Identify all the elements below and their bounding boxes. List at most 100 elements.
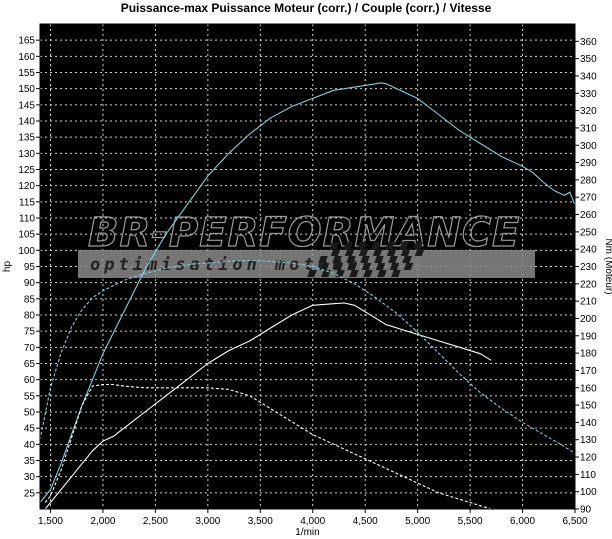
y-tick-label-left: 130 (18, 149, 35, 160)
y-tick-label-right: 190 (580, 331, 597, 342)
x-tick-label: 6,000 (510, 516, 535, 527)
y-axis-title-right: Nm (Moteur) (603, 238, 612, 294)
checkered-flag-square (386, 249, 397, 256)
y-tick-label-right: 230 (580, 262, 597, 273)
y-tick-label-right: 100 (580, 487, 597, 498)
checkered-flag-square (363, 270, 373, 277)
checkered-flag-square (349, 270, 359, 277)
watermark-tagline: optimisation moteur (90, 255, 360, 275)
y-tick-label-left: 65 (24, 359, 36, 370)
y-tick-label-right: 220 (580, 279, 597, 290)
y-axis-ticks-right: 90 100 110 120 130 140 150 160 170 180 190 200 210 22… (575, 37, 597, 516)
y-tick-label-left: 155 (18, 68, 35, 79)
y-tick-label-right: 270 (580, 193, 597, 204)
checkered-flag-square (374, 256, 384, 263)
checkered-flag-square (413, 242, 423, 249)
checkered-flag-square (358, 249, 369, 256)
y-tick-label-left: 90 (24, 278, 36, 289)
y-tick-label-left: 25 (24, 488, 36, 499)
checkered-flag-square (371, 242, 381, 249)
checkered-flag-square (344, 249, 355, 256)
y-tick-label-left: 45 (24, 424, 36, 435)
y-tick-label-left: 135 (18, 133, 35, 144)
checkered-flag-square (332, 256, 342, 263)
y-tick-label-right: 280 (580, 175, 597, 186)
y-tick-label-left: 60 (24, 375, 36, 386)
checkered-flag-square (346, 256, 356, 263)
y-tick-label-left: 145 (18, 100, 35, 111)
checkered-flag-square (361, 263, 372, 270)
x-tick-label: 4,500 (353, 516, 378, 527)
x-tick-label: 4,000 (300, 516, 325, 527)
checkered-flag-square (403, 263, 414, 270)
y-axis-title-left: hp (2, 261, 13, 273)
checkered-flag-square (385, 242, 395, 249)
checkered-flag-square (372, 249, 383, 256)
y-tick-label-left: 85 (24, 294, 36, 305)
y-tick-label-left: 35 (24, 456, 36, 467)
series-layer (39, 82, 576, 510)
checkered-flag-square (399, 242, 409, 249)
y-tick-label-left: 75 (24, 327, 36, 338)
checkered-flag-square (402, 256, 412, 263)
y-tick-label-right: 350 (580, 54, 597, 65)
checkered-flag-square (329, 242, 339, 249)
y-tick-label-right: 240 (580, 245, 597, 256)
series-line-1 (39, 82, 576, 503)
series-line-2 (44, 302, 492, 510)
y-tick-label-left: 40 (24, 440, 36, 451)
y-tick-label-left: 115 (19, 197, 35, 208)
checkered-flag-square (343, 242, 353, 249)
y-tick-label-right: 290 (580, 158, 597, 169)
checkered-flag-square (414, 249, 425, 256)
y-tick-label-right: 120 (580, 453, 597, 464)
y-tick-label-left: 55 (24, 391, 36, 402)
y-tick-label-left: 160 (18, 52, 35, 63)
chart-title: Puissance-max Puissance Moteur (corr.) /… (120, 1, 492, 15)
y-tick-label-right: 160 (580, 383, 597, 394)
y-axis-ticks-left: 25 30 35 40 45 50 55 60 65 70 75 80 85 90 95 100 105 110 1… (18, 36, 40, 499)
x-tick-label: 1,500 (38, 516, 63, 527)
y-tick-label-left: 125 (18, 165, 35, 176)
y-tick-label-left: 140 (18, 117, 35, 128)
y-tick-label-right: 140 (580, 418, 597, 429)
checkered-flag-square (318, 256, 328, 263)
y-tick-label-left: 95 (24, 262, 36, 273)
checkered-flag-square (357, 242, 367, 249)
checkered-flag-square (330, 249, 341, 256)
x-tick-label: 6,500 (562, 516, 587, 527)
x-tick-label: 2,000 (90, 516, 115, 527)
x-tick-label: 5,000 (405, 516, 430, 527)
checkered-flag-square (377, 270, 387, 277)
y-tick-label-left: 30 (24, 472, 36, 483)
series-line-4 (44, 383, 492, 510)
y-tick-label-left: 70 (24, 343, 36, 354)
y-tick-label-right: 260 (580, 210, 597, 221)
y-tick-label-left: 105 (18, 230, 35, 241)
checkered-flag-square (389, 263, 400, 270)
y-tick-label-right: 210 (580, 297, 597, 308)
checkered-flag-square (400, 249, 411, 256)
x-axis-ticks: 1,500 2,000 2,500 3,000 3,500 4,000 4,500 5,000… (38, 509, 588, 527)
x-tick-label: 3,500 (248, 516, 273, 527)
y-tick-label-right: 150 (580, 401, 597, 412)
y-tick-label-left: 120 (18, 181, 35, 192)
y-tick-label-left: 110 (19, 214, 35, 225)
checkered-flag-square (375, 263, 386, 270)
checkered-flag-icon (307, 242, 425, 277)
y-tick-label-right: 90 (580, 505, 592, 516)
checkered-flag-square (307, 270, 317, 277)
y-tick-label-right: 360 (580, 37, 597, 48)
y-tick-label-right: 300 (580, 141, 597, 152)
y-tick-label-right: 130 (580, 435, 597, 446)
checkered-flag-square (319, 263, 330, 270)
checkered-flag-square (347, 263, 358, 270)
y-tick-label-left: 50 (24, 408, 36, 419)
y-tick-label-right: 170 (580, 366, 597, 377)
x-tick-label: 5,500 (458, 516, 483, 527)
y-tick-label-right: 200 (580, 314, 597, 325)
x-tick-label: 3,000 (195, 516, 220, 527)
y-tick-label-left: 165 (18, 36, 35, 47)
